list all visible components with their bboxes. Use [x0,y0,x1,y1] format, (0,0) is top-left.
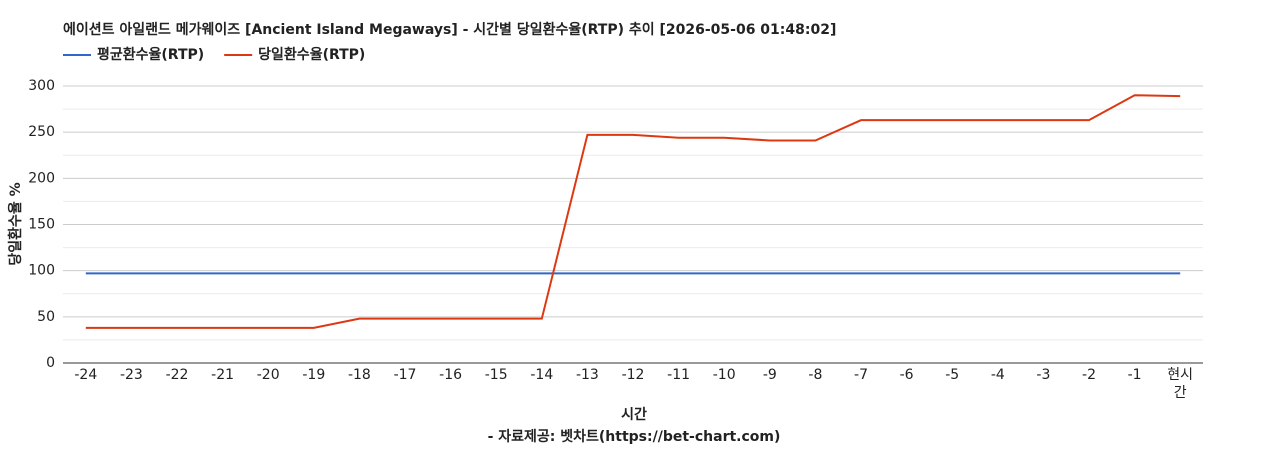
x-tick-label-box: 현시간 [1167,367,1194,401]
x-tick-label: -22 [165,367,189,383]
x-tick-label: -12 [621,367,645,383]
x-tick-label: -10 [712,367,736,383]
x-tick-label-box: -4 [990,367,1005,383]
x-tick-label-box: -20 [256,367,280,383]
x-tick-label-box: -9 [762,367,777,383]
y-tick-label: 300 [28,78,55,94]
x-tick-label: -6 [899,367,914,383]
x-tick-label-box: -24 [74,367,98,383]
x-tick-label: -15 [484,367,508,383]
x-tick-label: -4 [990,367,1005,383]
x-tick-label-box: -17 [393,367,417,383]
x-tick-label-box: -15 [484,367,508,383]
x-tick-label: -23 [119,367,143,383]
series-line [85,94,1181,329]
x-tick-label: -3 [1036,367,1051,383]
x-tick-label-box: -7 [854,367,868,383]
y-axis-title: 당일환수율 % [7,182,24,265]
x-tick-label: -21 [211,367,235,383]
x-tick-label: -17 [393,367,417,383]
x-tick-label: -5 [945,367,960,383]
x-tick-label: -8 [808,367,823,383]
x-tick-label: -1 [1127,367,1142,383]
x-tick-label: -16 [439,367,463,383]
y-tick-label: 50 [37,309,55,325]
x-tick-label-box: -6 [899,367,914,383]
x-tick-label-box: -12 [621,367,645,383]
x-tick-label-box: -14 [530,367,554,383]
x-tick-label: -20 [256,367,280,383]
y-tick-label: 200 [28,170,55,186]
x-tick-label: 현시간 [1167,367,1194,401]
x-tick-label: -14 [530,367,554,383]
x-tick-label: -24 [74,367,98,383]
x-tick-label: -7 [854,367,868,383]
y-tick-label: 100 [28,263,55,279]
y-tick-label: 0 [46,355,55,371]
legend-label: 당일환수율(RTP) [258,46,365,63]
x-tick-label: -19 [302,367,326,383]
y-tick-label: 250 [28,124,55,140]
chart-title: 에이션트 아일랜드 메가웨이즈 [Ancient Island Megaways… [63,21,836,38]
x-tick-label-box: -2 [1082,367,1096,383]
x-axis-title: 시간 [621,406,647,423]
x-tick-label-box: -3 [1036,367,1051,383]
x-tick-label-box: -21 [211,367,235,383]
x-tick-label: -2 [1082,367,1096,383]
x-tick-label-box: -8 [808,367,823,383]
x-tick-label-box: -5 [945,367,960,383]
legend-label: 평균환수율(RTP) [97,46,204,63]
x-tick-label: -9 [762,367,777,383]
x-tick-label-box: -13 [575,367,599,383]
x-tick-label: -18 [347,367,371,383]
x-tick-label-box: -1 [1127,367,1142,383]
x-tick-label-box: -19 [302,367,326,383]
x-tick-label-box: -22 [165,367,189,383]
x-tick-label-box: -23 [119,367,143,383]
x-tick-label: -13 [575,367,599,383]
x-tick-label-box: -11 [667,367,691,383]
y-tick-label: 150 [28,217,55,233]
x-tick-label-box: -10 [712,367,736,383]
x-tick-label-box: -18 [347,367,371,383]
source: - 자료제공: 벳차트(https://bet-chart.com) [488,428,781,445]
x-tick-label-box: -16 [439,367,463,383]
x-tick-label: -11 [667,367,691,383]
